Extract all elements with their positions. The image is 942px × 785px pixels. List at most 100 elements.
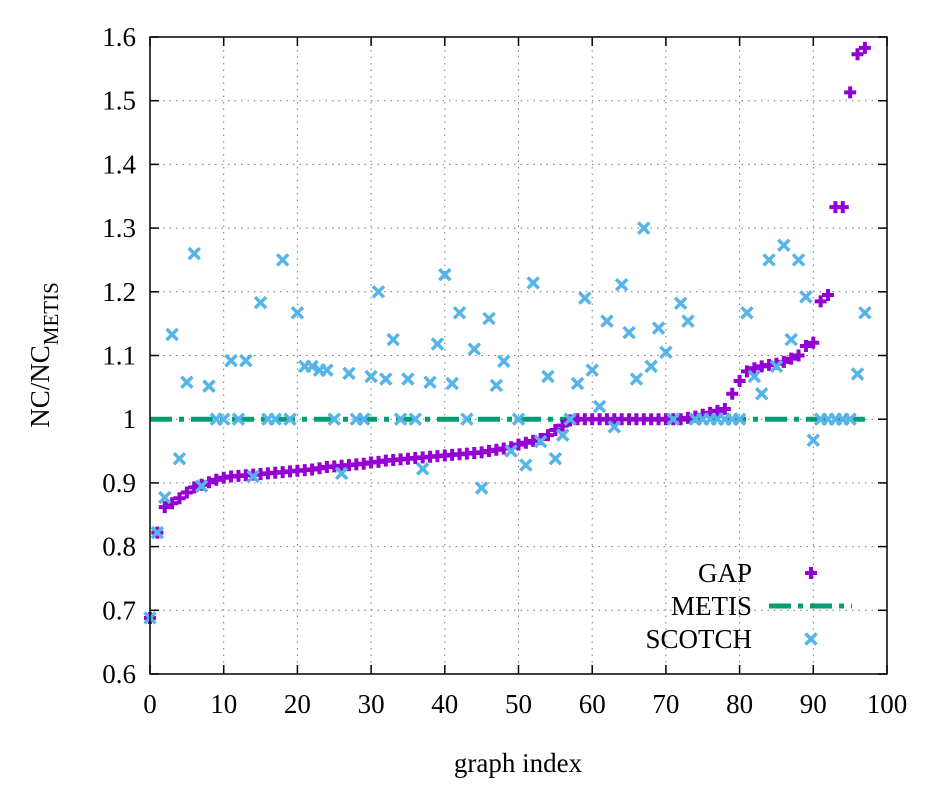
- scotch-point: [806, 433, 821, 447]
- scotch-point: [452, 306, 467, 320]
- scotch-point: [504, 444, 518, 458]
- gap-point: [792, 349, 805, 362]
- scotch-point: [563, 412, 577, 426]
- y-tick-label: 0.7: [102, 595, 136, 625]
- y-tick-label: 1.5: [102, 86, 136, 116]
- scotch-point: [614, 278, 629, 292]
- scotch-point: [165, 327, 179, 342]
- scotch-point: [187, 246, 201, 261]
- scotch-point: [438, 267, 452, 282]
- scotch-point: [334, 466, 349, 481]
- scotch-point: [791, 253, 806, 267]
- scotch-point: [445, 376, 459, 391]
- x-tick-label: 30: [358, 689, 385, 719]
- gap-point: [726, 387, 739, 400]
- gap-point: [836, 201, 849, 214]
- scotch-point: [423, 375, 437, 389]
- scotch-point: [430, 337, 445, 351]
- y-tick-label: 1.1: [102, 341, 136, 371]
- scotch-point: [482, 311, 496, 326]
- scotch-point: [769, 359, 784, 374]
- series-scotch: [143, 221, 872, 625]
- scotch-point: [150, 525, 165, 540]
- scotch-point: [474, 481, 489, 495]
- scotch-point: [799, 290, 813, 304]
- scotch-point: [194, 479, 209, 493]
- scotch-point: [158, 490, 172, 505]
- gap-point: [851, 48, 864, 61]
- scotch-point: [762, 253, 776, 267]
- scotch-point: [364, 369, 378, 384]
- scotch-point: [607, 420, 622, 434]
- gap-point: [718, 403, 731, 416]
- scotch-point: [356, 412, 371, 426]
- gap-point: [814, 295, 827, 308]
- scotch-point: [570, 376, 585, 391]
- scotch-point: [578, 291, 592, 305]
- scotch-point: [732, 412, 747, 426]
- scotch-point: [467, 342, 482, 356]
- scotch-point: [511, 412, 526, 426]
- gap-point: [858, 41, 871, 54]
- gap-point: [822, 288, 835, 301]
- scotch-point: [327, 412, 341, 426]
- scotch-point: [651, 321, 666, 335]
- legend-scotch-symbol: [804, 632, 818, 646]
- scotch-point: [777, 238, 791, 253]
- scotch-point: [629, 372, 644, 386]
- y-tick-label: 0.6: [102, 659, 136, 689]
- x-tick-labels: 0 10 20 30 40 50 60 70 80 90 100: [143, 689, 907, 719]
- y-tick-label: 0.8: [102, 532, 136, 562]
- gap-point: [158, 501, 171, 514]
- scotch-point: [681, 314, 695, 328]
- scotch-point: [555, 428, 570, 442]
- scotch-point: [489, 378, 504, 393]
- legend: GAP METIS SCOTCH: [645, 558, 852, 654]
- scotch-point: [644, 359, 658, 374]
- y-axis-label-sub: METIS: [39, 282, 63, 345]
- scotch-point: [202, 379, 216, 393]
- y-tick-label: 1: [123, 404, 137, 434]
- x-tick-label: 40: [431, 689, 458, 719]
- scotch-point: [460, 412, 474, 426]
- scotch-point: [379, 372, 393, 386]
- grid: [150, 37, 887, 674]
- legend-label-metis: METIS: [671, 591, 752, 621]
- gap-point: [173, 492, 186, 505]
- scotch-point: [784, 332, 798, 347]
- y-axis-label-main: NC/NC: [25, 345, 55, 428]
- scotch-point: [342, 366, 356, 381]
- gap-point: [799, 339, 812, 352]
- y-tick-label: 0.9: [102, 468, 136, 498]
- scotch-point: [850, 367, 865, 381]
- y-tick-label: 1.6: [102, 22, 136, 52]
- legend-marker-gap: [805, 567, 817, 579]
- scotch-point: [275, 253, 290, 267]
- scotch-point: [371, 285, 386, 299]
- scotch-point: [673, 296, 688, 311]
- scotch-point: [320, 363, 334, 377]
- gap-point: [733, 374, 746, 387]
- gap-point: [844, 86, 857, 99]
- scotch-point: [526, 276, 540, 290]
- x-tick-label: 100: [867, 689, 908, 719]
- x-tick-label: 10: [210, 689, 237, 719]
- x-axis-label: graph index: [454, 748, 583, 778]
- scotch-point: [585, 363, 599, 377]
- scotch-point: [592, 399, 607, 414]
- scotch-point: [408, 412, 423, 426]
- scotch-point: [415, 462, 430, 476]
- x-tick-label: 70: [652, 689, 679, 719]
- scotch-point: [740, 306, 754, 320]
- scotch-point: [283, 412, 297, 426]
- scotch-point: [754, 386, 769, 401]
- series-gap: [144, 41, 871, 624]
- scotch-point: [253, 295, 268, 310]
- gap-point: [785, 352, 798, 365]
- scotch-point: [290, 306, 305, 320]
- y-tick-label: 1.2: [102, 277, 136, 307]
- scotch-point: [224, 353, 238, 368]
- x-tick-label: 90: [800, 689, 827, 719]
- scotch-point: [180, 375, 194, 389]
